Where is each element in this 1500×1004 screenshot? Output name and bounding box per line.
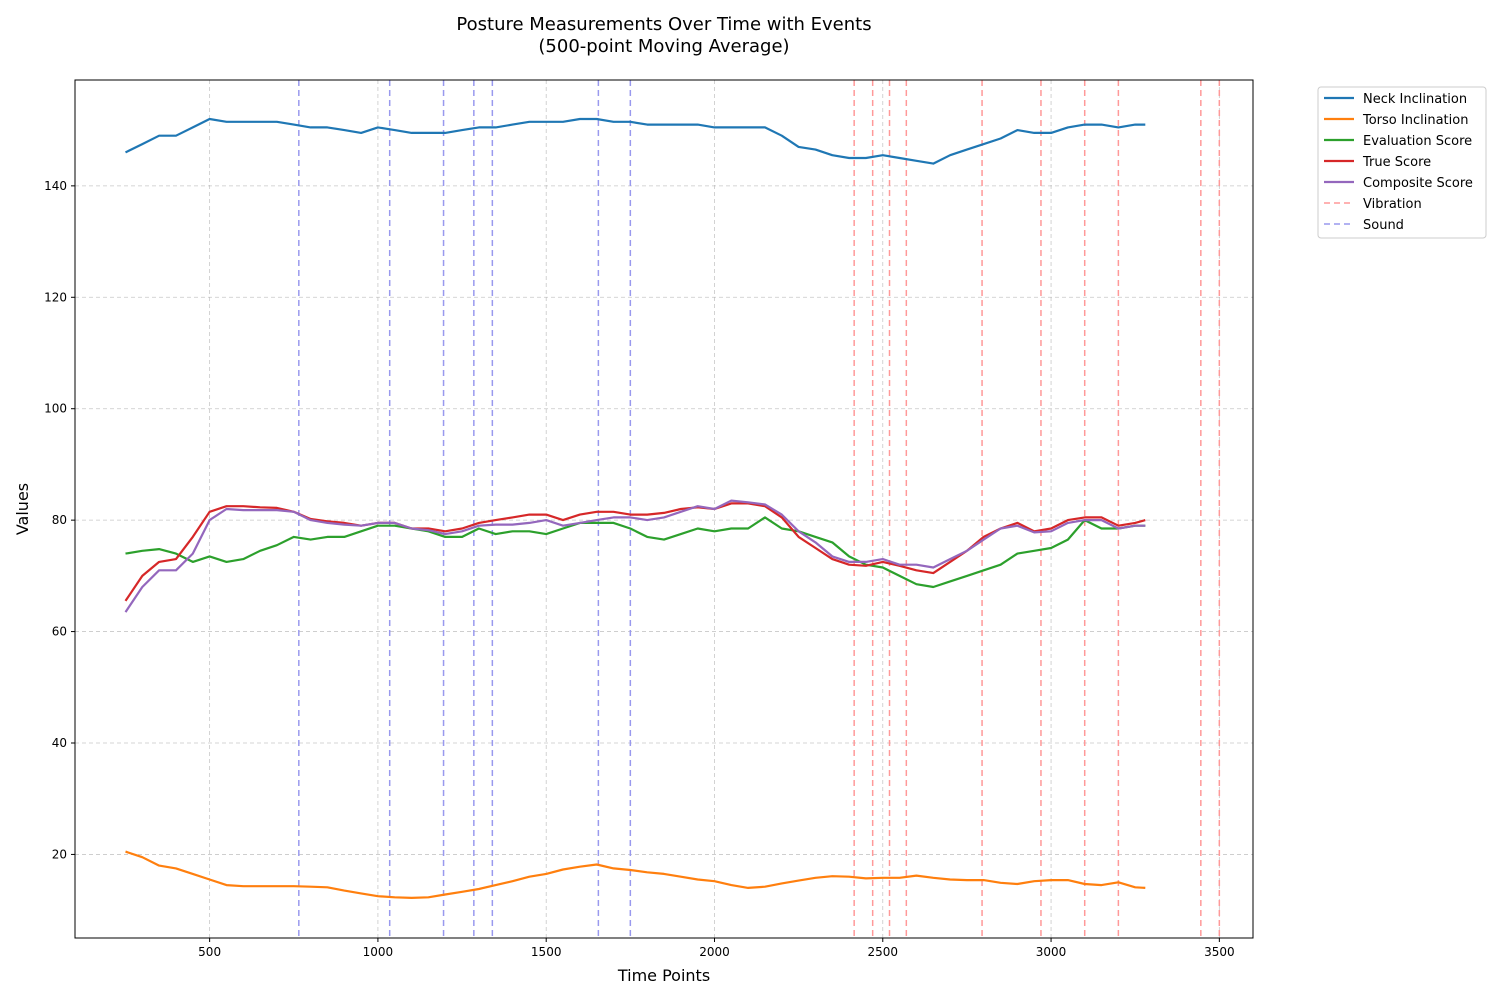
x-tick-label: 2500 [867, 945, 898, 959]
chart-subtitle: (500-point Moving Average) [538, 36, 789, 57]
x-tick-label: 3500 [1204, 945, 1235, 959]
y-tick-label: 80 [52, 513, 67, 527]
y-tick-label: 100 [44, 402, 67, 416]
x-tick-label: 1000 [363, 945, 394, 959]
series-lines [124, 117, 1146, 899]
series-line-neck-inclination [125, 117, 1146, 165]
axis-ticks: 500 1000 1500 2000 2500 3000 3500 20 40 60 80 100 12… [44, 179, 1235, 959]
chart-title: Posture Measurements Over Time with Even… [456, 14, 871, 35]
x-tick-label: 500 [198, 945, 221, 959]
y-tick-label: 120 [44, 290, 67, 304]
legend-label: Composite Score [1363, 176, 1473, 191]
legend-label: Neck Inclination [1363, 92, 1467, 107]
x-tick-label: 1500 [531, 945, 562, 959]
event-lines [298, 80, 1221, 938]
legend-box [1317, 86, 1487, 239]
y-axis-label: Values [13, 483, 32, 535]
legend-label: True Score [1362, 155, 1431, 170]
legend-label: Sound [1363, 218, 1404, 233]
x-tick-label: 3000 [1036, 945, 1067, 959]
series-line-composite-score [124, 499, 1146, 613]
legend: Neck Inclination Torso Inclination Evaluat… [1317, 86, 1487, 239]
y-tick-label: 60 [52, 625, 67, 639]
x-axis-label: Time Points [617, 966, 710, 985]
series-line-evaluation-score [125, 516, 1146, 589]
y-tick-label: 40 [52, 736, 67, 750]
series-line-torso-inclination [125, 850, 1146, 899]
x-tick-label: 2000 [699, 945, 730, 959]
y-tick-label: 140 [44, 179, 67, 193]
legend-label: Evaluation Score [1363, 134, 1472, 149]
legend-label: Torso Inclination [1362, 113, 1468, 128]
legend-label: Vibration [1363, 197, 1422, 212]
plot-frame [74, 79, 1254, 939]
y-tick-label: 20 [52, 847, 67, 861]
grid-layer [75, 80, 1253, 938]
